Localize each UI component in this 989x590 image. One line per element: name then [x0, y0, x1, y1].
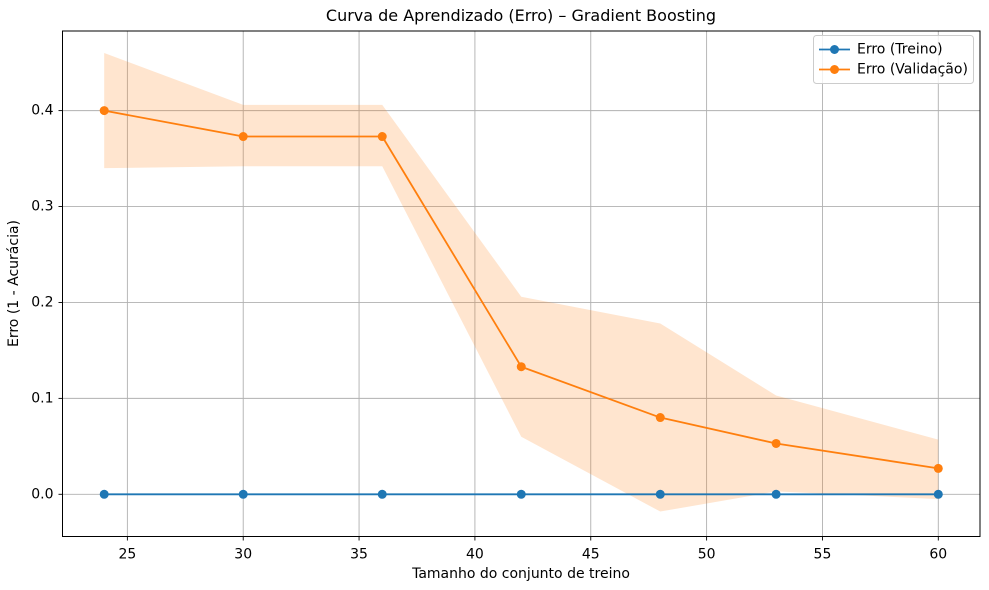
x-tick-label: 45 [582, 547, 600, 563]
train-data-point [655, 489, 665, 499]
legend-box [813, 35, 974, 84]
train-data-point [238, 489, 248, 499]
legend-label-train: Erro (Treino) [857, 42, 943, 58]
plot-frame [62, 30, 981, 537]
x-tick-label: 55 [814, 547, 832, 563]
x-tick-label: 50 [698, 547, 716, 563]
x-axis-label: Tamanho do conjunto de treino [411, 566, 630, 582]
series-layer [99, 106, 943, 499]
chart-title: Curva de Aprendizado (Erro) – Gradient B… [326, 6, 716, 25]
y-tick-label: 0.1 [31, 390, 53, 406]
x-tick-label: 40 [466, 547, 484, 563]
train-data-point [377, 489, 387, 499]
y-tick-label: 0.3 [31, 199, 53, 215]
validation-data-point [516, 362, 526, 372]
validation-band-layer [104, 53, 939, 512]
train-data-point [99, 489, 109, 499]
x-tick-label: 35 [350, 547, 368, 563]
validation-data-point [238, 132, 248, 142]
y-tick-label: 0.2 [31, 294, 53, 310]
y-tick-label: 0.4 [31, 103, 53, 119]
y-axis-label: Erro (1 - Acurácia) [6, 220, 22, 347]
train-data-point [516, 489, 526, 499]
validation-data-point [771, 438, 781, 448]
x-tick-label: 30 [234, 547, 252, 563]
legend-label-validation: Erro (Validação) [857, 62, 968, 78]
legend-validation-marker-icon [830, 65, 839, 74]
validation-data-point [933, 463, 943, 473]
x-tick-label: 25 [118, 547, 136, 563]
validation-std-band [104, 53, 939, 512]
train-data-point [933, 489, 943, 499]
validation-data-point [99, 106, 109, 116]
y-tick-label: 0.0 [31, 486, 53, 502]
train-data-point [771, 489, 781, 499]
tick-layer: 25 30 35 40 45 50 55 60 0.0 0.1 0.2 0.3 0.4 [31, 103, 947, 563]
legend: Erro (Treino) Erro (Validação) [813, 35, 974, 84]
x-tick-label: 60 [929, 547, 947, 563]
validation-data-point [377, 132, 387, 142]
legend-train-marker-icon [830, 45, 839, 54]
validation-data-point [655, 413, 665, 423]
